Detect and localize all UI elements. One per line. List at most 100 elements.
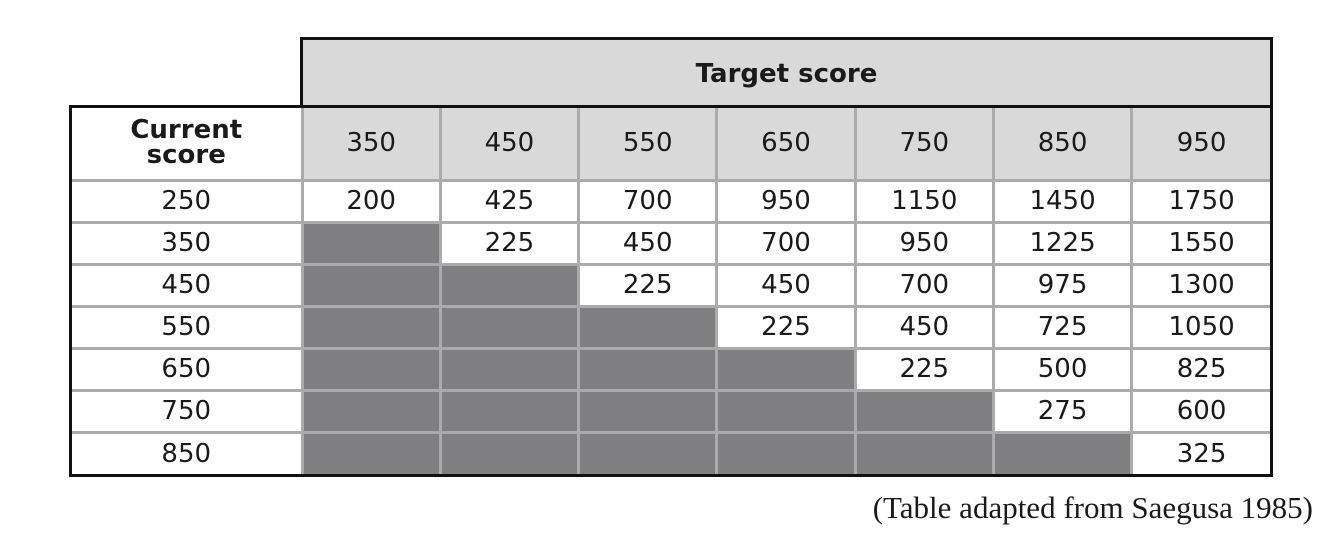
value-cell-text: 450 bbox=[622, 228, 673, 258]
value-cell: 450 bbox=[580, 223, 716, 263]
column-header: 650 bbox=[718, 108, 854, 179]
value-cell-text: 975 bbox=[1037, 270, 1088, 300]
current-score: 650 bbox=[72, 349, 301, 389]
value-cell-text: 1050 bbox=[1168, 312, 1235, 342]
empty-cell bbox=[718, 349, 854, 389]
empty-cell bbox=[441, 391, 578, 431]
value-cell-text: 600 bbox=[1176, 396, 1227, 426]
value-cell: 1300 bbox=[1133, 265, 1270, 305]
value-cell: 1150 bbox=[856, 181, 992, 221]
value-cell: 425 bbox=[441, 181, 578, 221]
value-cell: 1550 bbox=[1133, 223, 1270, 263]
empty-cell bbox=[303, 391, 439, 431]
value-cell-text: 1550 bbox=[1168, 228, 1235, 258]
column-header: 950 bbox=[1133, 108, 1270, 179]
column-header: 850 bbox=[994, 108, 1131, 179]
target-score-header: Target score bbox=[300, 37, 1273, 108]
column-header-text: 850 bbox=[1037, 128, 1088, 159]
value-cell: 825 bbox=[1133, 349, 1270, 389]
column-header: 550 bbox=[580, 108, 716, 179]
row-header-text: Current score bbox=[130, 115, 243, 171]
column-header-text: 650 bbox=[761, 128, 811, 159]
current-score: 850 bbox=[72, 433, 301, 474]
value-cell: 225 bbox=[580, 265, 716, 305]
value-cell: 275 bbox=[994, 391, 1131, 431]
value-cell: 1225 bbox=[994, 223, 1131, 263]
value-cell-text: 1225 bbox=[1029, 228, 1096, 258]
value-cell-text: 1150 bbox=[891, 186, 958, 216]
current-score-text: 650 bbox=[161, 354, 212, 384]
current-score: 250 bbox=[72, 181, 301, 221]
value-cell: 1050 bbox=[1133, 307, 1270, 347]
column-header-text: 450 bbox=[484, 128, 535, 159]
value-cell-text: 950 bbox=[899, 228, 950, 258]
value-cell: 450 bbox=[856, 307, 992, 347]
value-cell-text: 700 bbox=[899, 270, 950, 300]
value-cell-text: 700 bbox=[761, 228, 811, 258]
current-score-text: 850 bbox=[161, 438, 212, 469]
current-score: 350 bbox=[72, 223, 301, 263]
empty-cell bbox=[303, 349, 439, 389]
value-cell-text: 725 bbox=[1037, 312, 1088, 342]
value-cell-text: 1300 bbox=[1168, 270, 1235, 300]
empty-cell bbox=[580, 391, 716, 431]
value-cell-text: 225 bbox=[484, 228, 535, 258]
value-cell: 1750 bbox=[1133, 181, 1270, 221]
value-cell: 950 bbox=[718, 181, 854, 221]
empty-cell bbox=[580, 433, 716, 474]
value-cell-text: 425 bbox=[484, 186, 535, 216]
empty-cell bbox=[856, 433, 992, 474]
value-cell-text: 1750 bbox=[1168, 186, 1235, 216]
value-cell-text: 225 bbox=[899, 354, 950, 384]
empty-cell bbox=[580, 307, 716, 347]
value-cell: 700 bbox=[718, 223, 854, 263]
empty-cell bbox=[303, 433, 439, 474]
value-cell: 1450 bbox=[994, 181, 1131, 221]
column-header: 350 bbox=[303, 108, 439, 179]
value-cell: 700 bbox=[856, 265, 992, 305]
column-header-text: 550 bbox=[622, 128, 673, 159]
value-cell: 200 bbox=[303, 181, 439, 221]
current-score: 750 bbox=[72, 391, 301, 431]
value-cell: 725 bbox=[994, 307, 1131, 347]
value-cell: 600 bbox=[1133, 391, 1270, 431]
current-score-text: 750 bbox=[161, 396, 212, 426]
value-cell-text: 450 bbox=[899, 312, 950, 342]
value-cell-text: 225 bbox=[622, 270, 673, 300]
value-cell-text: 825 bbox=[1176, 354, 1227, 384]
value-cell: 450 bbox=[718, 265, 854, 305]
current-score-text: 550 bbox=[161, 312, 212, 342]
value-cell: 975 bbox=[994, 265, 1131, 305]
empty-cell bbox=[580, 349, 716, 389]
value-cell: 225 bbox=[441, 223, 578, 263]
column-header: 750 bbox=[856, 108, 992, 179]
empty-cell bbox=[718, 391, 854, 431]
value-cell: 325 bbox=[1133, 433, 1270, 474]
value-cell-text: 200 bbox=[346, 186, 396, 216]
empty-cell bbox=[718, 433, 854, 474]
empty-cell bbox=[303, 307, 439, 347]
column-header-text: 750 bbox=[899, 128, 950, 159]
column-header: 450 bbox=[441, 108, 578, 179]
value-cell-text: 275 bbox=[1037, 396, 1088, 426]
empty-cell bbox=[441, 349, 578, 389]
empty-cell bbox=[856, 391, 992, 431]
current-score-text: 350 bbox=[161, 228, 212, 258]
score-table: Current score 350 450 550 650 750 850 950 250 200… bbox=[69, 105, 1273, 477]
value-cell: 500 bbox=[994, 349, 1131, 389]
value-cell: 225 bbox=[856, 349, 992, 389]
value-cell: 700 bbox=[580, 181, 716, 221]
value-cell-text: 225 bbox=[761, 312, 811, 342]
current-score: 550 bbox=[72, 307, 301, 347]
value-cell-text: 450 bbox=[761, 270, 811, 300]
empty-cell bbox=[303, 265, 439, 305]
value-cell-text: 325 bbox=[1176, 438, 1227, 469]
value-cell-text: 950 bbox=[761, 186, 811, 216]
value-cell-text: 1450 bbox=[1029, 186, 1096, 216]
column-header-text: 950 bbox=[1176, 128, 1227, 159]
current-score-text: 250 bbox=[161, 186, 212, 216]
caption: (Table adapted from Saegusa 1985) bbox=[872, 490, 1313, 525]
value-cell: 225 bbox=[718, 307, 854, 347]
empty-cell bbox=[303, 223, 439, 263]
